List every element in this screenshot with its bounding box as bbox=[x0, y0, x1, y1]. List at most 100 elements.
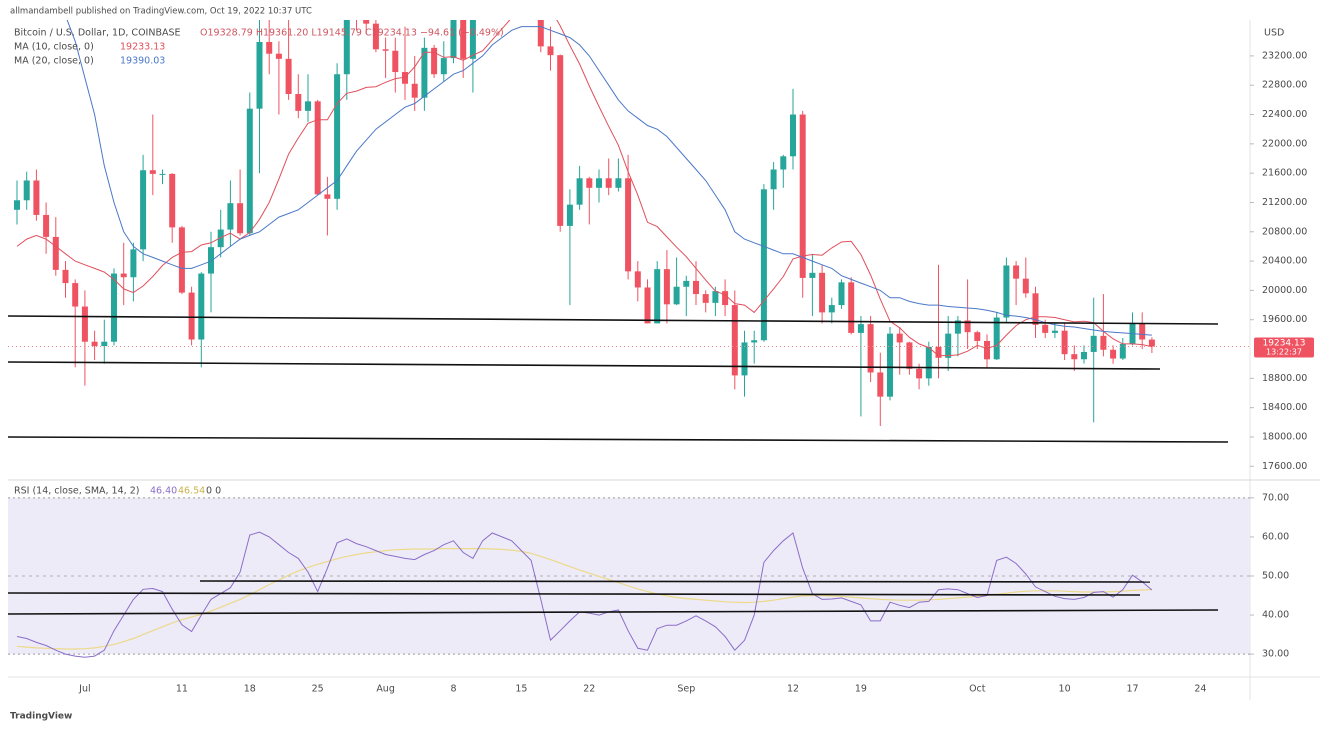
countdown-label: 13:22:37 bbox=[1266, 348, 1302, 357]
candle-body bbox=[305, 101, 311, 111]
trend-line bbox=[7, 436, 1229, 443]
candle-body bbox=[1100, 335, 1107, 350]
candle-body bbox=[140, 170, 147, 250]
candle-body bbox=[702, 294, 709, 303]
candle-body bbox=[663, 269, 670, 305]
candle-body bbox=[751, 340, 758, 343]
candle-body bbox=[431, 47, 438, 75]
x-tick-label: Jul bbox=[78, 684, 90, 695]
candle-body bbox=[557, 55, 564, 226]
candle-body bbox=[780, 156, 787, 170]
candle-body bbox=[421, 47, 428, 98]
candle-body bbox=[644, 287, 651, 324]
candle-body bbox=[1148, 339, 1155, 347]
candle-body bbox=[324, 194, 331, 199]
candle-body bbox=[586, 178, 593, 188]
candle-body bbox=[857, 324, 864, 333]
logo: TradingView bbox=[10, 712, 72, 722]
candle-body bbox=[469, 20, 476, 59]
trend-line bbox=[199, 580, 1151, 583]
candle-body bbox=[1013, 265, 1020, 279]
x-tick-label: 15 bbox=[515, 684, 527, 695]
candle-body bbox=[1032, 293, 1039, 325]
candle-body bbox=[906, 342, 913, 369]
x-tick-label: 24 bbox=[1194, 684, 1206, 695]
candle-body bbox=[625, 178, 632, 272]
candle-body bbox=[731, 305, 738, 376]
price-pane bbox=[14, 20, 1155, 426]
y-tick-label: 22400.00 bbox=[1262, 109, 1307, 120]
legend-entry: MA (20, close, 0) bbox=[14, 56, 94, 67]
y-tick-label: 23200.00 bbox=[1262, 50, 1307, 61]
candle-body bbox=[1081, 351, 1087, 360]
y-tick-label: 21200.00 bbox=[1262, 197, 1307, 208]
candle-body bbox=[741, 342, 748, 376]
candle-body bbox=[654, 269, 661, 324]
y-tick-label: 70.00 bbox=[1262, 492, 1289, 503]
candle-body bbox=[770, 169, 777, 190]
marks bbox=[14, 20, 1155, 658]
candle-body bbox=[72, 283, 79, 307]
candle-body bbox=[169, 173, 176, 228]
candle-body bbox=[867, 324, 874, 373]
candle-body bbox=[91, 341, 98, 347]
candle-body bbox=[790, 114, 796, 157]
candle-body bbox=[673, 286, 680, 305]
candle-body bbox=[440, 58, 447, 75]
candle-body bbox=[712, 291, 719, 303]
candle-body bbox=[120, 273, 127, 278]
candle-body bbox=[111, 273, 117, 342]
candle-body bbox=[372, 23, 379, 50]
candle-body bbox=[246, 108, 253, 234]
candle-body bbox=[819, 272, 826, 313]
candle-body bbox=[537, 20, 544, 47]
candle-body bbox=[935, 346, 942, 358]
candle-body bbox=[634, 271, 641, 288]
candle-body bbox=[605, 178, 612, 188]
candle-body bbox=[1071, 354, 1078, 360]
candle-body bbox=[877, 372, 884, 397]
y-tick-label: 20000.00 bbox=[1262, 285, 1307, 296]
candle-body bbox=[954, 320, 961, 334]
last-price-label: 19234.13 bbox=[1263, 339, 1306, 349]
rsi-background bbox=[8, 497, 1250, 655]
candle-body bbox=[149, 170, 156, 174]
candle-body bbox=[1110, 349, 1117, 359]
candle-body bbox=[1119, 343, 1126, 359]
candle-body bbox=[314, 101, 321, 195]
candle-body bbox=[198, 273, 205, 340]
candle-body bbox=[984, 340, 990, 360]
candle-body bbox=[1003, 265, 1010, 318]
candle-body bbox=[295, 94, 302, 111]
y-tick-label: 18400.00 bbox=[1262, 402, 1307, 413]
candle-body bbox=[237, 203, 244, 234]
y-tick-label: 21600.00 bbox=[1262, 168, 1307, 179]
y-tick-label: 40.00 bbox=[1262, 610, 1289, 621]
candle-body bbox=[615, 178, 622, 188]
candle-body bbox=[266, 41, 273, 54]
candle-body bbox=[382, 49, 389, 51]
candle-body bbox=[285, 58, 292, 95]
legend-entry: MA (10, close, 0) bbox=[14, 42, 94, 53]
candle-body bbox=[760, 189, 767, 341]
candle-body bbox=[334, 74, 341, 199]
candle-body bbox=[450, 20, 457, 59]
x-tick-label: 18 bbox=[244, 684, 256, 695]
ma-line bbox=[66, 20, 1152, 336]
y-tick-label: 20400.00 bbox=[1262, 256, 1307, 267]
last-price-box bbox=[1254, 337, 1314, 358]
candle-body bbox=[596, 178, 602, 188]
y-tick-label: 19600.00 bbox=[1262, 314, 1307, 325]
y-tick-label: 17600.00 bbox=[1262, 461, 1307, 472]
candle-body bbox=[14, 200, 20, 210]
candle-body bbox=[848, 282, 855, 333]
candle-body bbox=[1042, 324, 1049, 333]
legend-value: 19233.13 bbox=[120, 42, 165, 53]
candle-body bbox=[256, 41, 263, 109]
y-tick-label: 30.00 bbox=[1262, 649, 1289, 660]
x-tick-label: 22 bbox=[583, 684, 595, 695]
y-tick-label: 18000.00 bbox=[1262, 431, 1307, 442]
candle-body bbox=[1022, 278, 1029, 294]
candle-body bbox=[343, 20, 350, 75]
